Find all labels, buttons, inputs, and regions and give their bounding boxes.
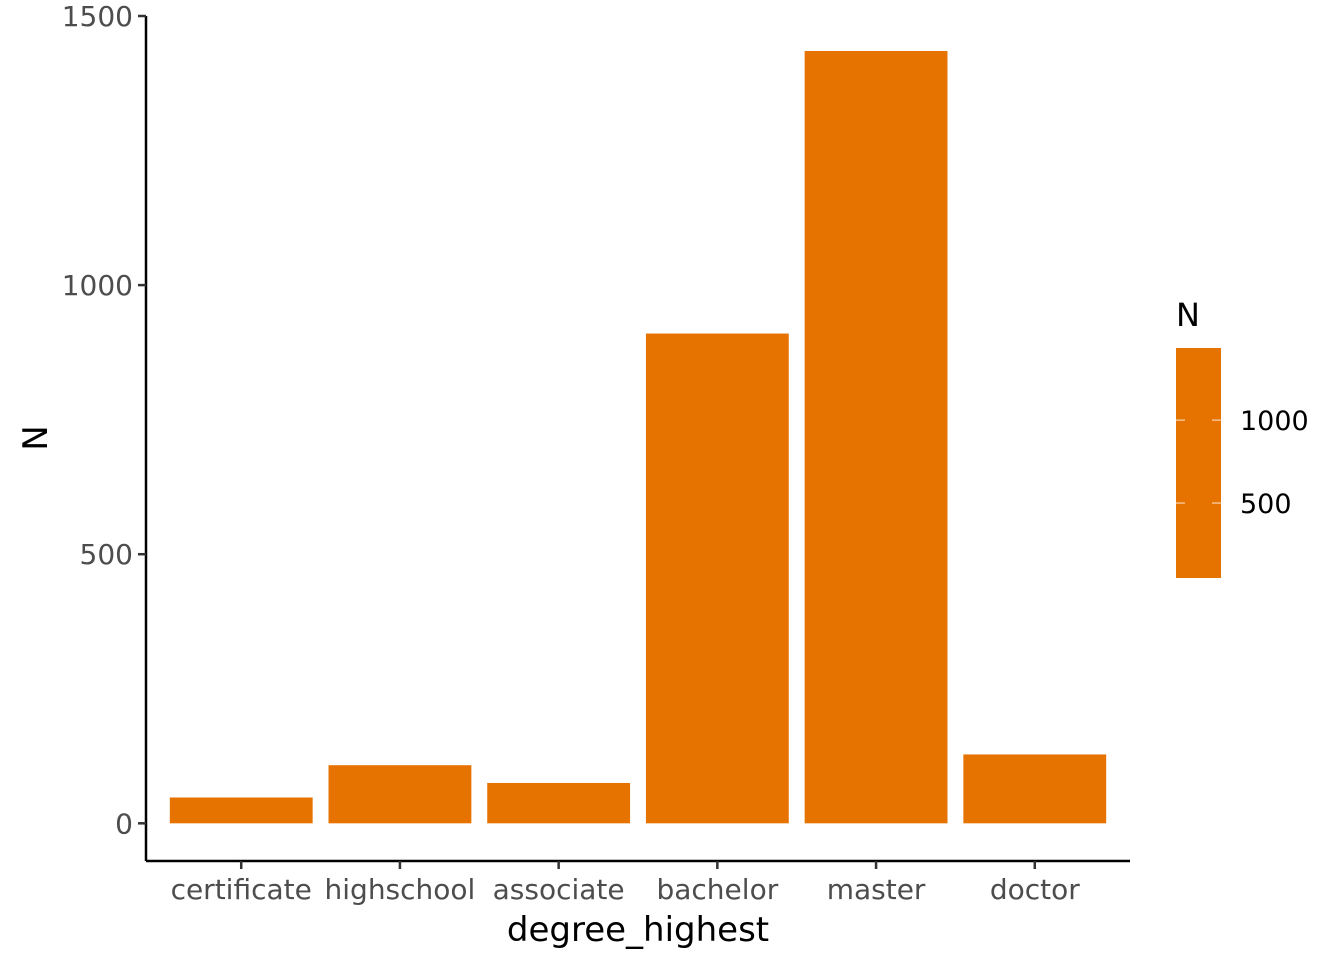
bar-highschool: [328, 765, 472, 824]
legend-tick-label: 500: [1240, 489, 1292, 520]
legend-colorbar: [1176, 348, 1221, 578]
bar-doctor: [963, 754, 1107, 824]
y-tick-label: 1500: [62, 0, 133, 33]
legend-ticks: 1000 500: [1176, 406, 1309, 520]
x-tick-label: certificate: [171, 873, 312, 906]
legend-title: N: [1176, 296, 1200, 334]
x-tick-label: bachelor: [656, 873, 778, 906]
bar-certificate: [169, 797, 313, 824]
x-tick-label: associate: [493, 873, 625, 906]
legend: N 1000 500: [1176, 296, 1309, 578]
x-ticks: certificate highschool associate bachelor ma…: [171, 861, 1080, 906]
y-tick-label: 500: [80, 538, 133, 571]
y-tick-label: 0: [115, 807, 133, 840]
y-axis-title: N: [16, 425, 56, 450]
bar-master: [804, 50, 948, 824]
bar-bachelor: [645, 333, 789, 824]
legend-tick-label: 1000: [1240, 406, 1309, 437]
x-axis-title: degree_highest: [507, 910, 769, 950]
bar-associate: [487, 782, 631, 824]
bars-layer: [169, 50, 1107, 824]
x-tick-label: highschool: [325, 873, 476, 906]
x-tick-label: doctor: [990, 873, 1080, 906]
x-tick-label: master: [827, 873, 926, 906]
axes-layer: [144, 16, 1130, 863]
y-tick-label: 1000: [62, 269, 133, 302]
y-ticks: 0 500 1000 1500: [62, 0, 146, 840]
